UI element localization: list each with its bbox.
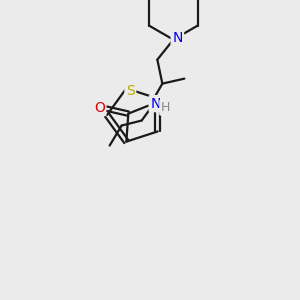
Text: N: N [150, 97, 161, 111]
Text: H: H [161, 101, 170, 114]
Text: O: O [94, 100, 105, 115]
Text: N: N [172, 31, 182, 45]
Text: S: S [126, 84, 135, 98]
